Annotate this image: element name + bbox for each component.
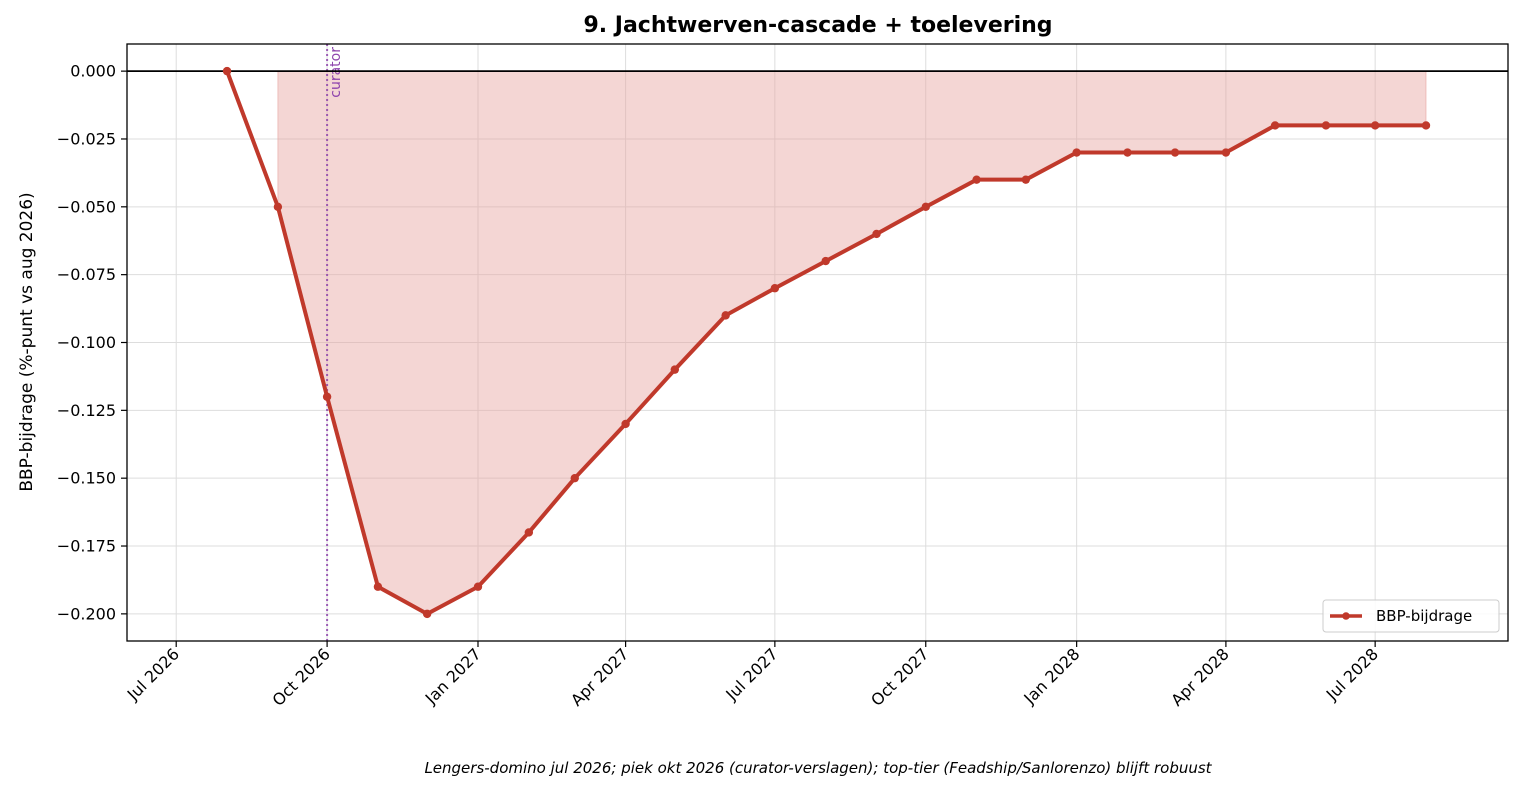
x-tick-label: Jul 2027: [722, 644, 782, 704]
data-point: [972, 175, 981, 184]
data-point: [473, 582, 483, 591]
y-tick-label: −0.075: [57, 265, 116, 284]
x-tick-label: Oct 2027: [867, 644, 932, 709]
data-point: [524, 528, 534, 537]
y-tick-label: −0.175: [57, 537, 116, 556]
data-point: [373, 582, 383, 591]
data-point: [422, 609, 432, 619]
y-axis-label: BBP-bijdrage (%-punt vs aug 2026): [17, 192, 37, 491]
data-point: [1072, 148, 1081, 157]
data-point: [322, 392, 332, 401]
data-point: [770, 284, 780, 293]
x-tick-label: Apr 2027: [567, 644, 632, 709]
y-tick-label: 0.000: [70, 62, 116, 81]
x-tick-label: Jul 2028: [1322, 644, 1382, 704]
data-point: [1421, 121, 1431, 130]
data-point: [1221, 148, 1231, 157]
data-point: [222, 66, 232, 76]
data-point: [570, 473, 579, 483]
data-point: [1321, 121, 1331, 130]
data-point: [1170, 148, 1180, 157]
chart-title: 9. Jachtwerven-cascade + toelevering: [583, 13, 1052, 38]
data-point: [721, 311, 730, 320]
legend-label: BBP-bijdrage: [1376, 607, 1472, 625]
x-tick-label: Oct 2026: [269, 644, 334, 709]
x-tick-label: Apr 2028: [1167, 644, 1232, 709]
x-tick-label: Jan 2027: [421, 644, 485, 708]
legend-swatch-marker: [1342, 612, 1350, 620]
x-axis: Jul 2026 Oct 2026 Jan 2027 Apr 2027 Jul 2027…: [123, 641, 1382, 710]
annotation-layer: curator: [326, 44, 344, 641]
data-point: [273, 202, 283, 212]
x-tick-label: Jul 2026: [123, 644, 183, 704]
y-tick-label: −0.100: [57, 333, 116, 352]
y-tick-label: −0.050: [57, 197, 116, 216]
chart-caption: Lengers-domino jul 2026; piek okt 2026 (…: [424, 759, 1212, 777]
legend-box: [1322, 599, 1500, 633]
data-point: [621, 419, 630, 429]
data-point: [670, 365, 680, 374]
data-point: [1123, 148, 1132, 157]
legend: BBP-bijdrage: [1322, 599, 1500, 633]
data-point: [1370, 121, 1380, 130]
y-tick-label: −0.150: [57, 469, 116, 488]
y-tick-label: −0.025: [57, 129, 116, 148]
data-point: [821, 256, 830, 266]
y-tick-label: −0.125: [57, 401, 116, 420]
y-axis: 0.000 −0.025 −0.050 −0.075 −0.100 −0.125 −0.15…: [57, 62, 127, 623]
y-tick-label: −0.200: [57, 604, 116, 623]
grid: [127, 44, 1508, 641]
data-point: [921, 202, 930, 212]
data-point: [872, 229, 881, 239]
series-layer: [222, 66, 1431, 619]
data-point: [1270, 121, 1280, 130]
x-tick-label: Jan 2028: [1019, 644, 1083, 708]
data-point: [1021, 175, 1030, 184]
curator-annotation-label: curator: [328, 47, 344, 98]
